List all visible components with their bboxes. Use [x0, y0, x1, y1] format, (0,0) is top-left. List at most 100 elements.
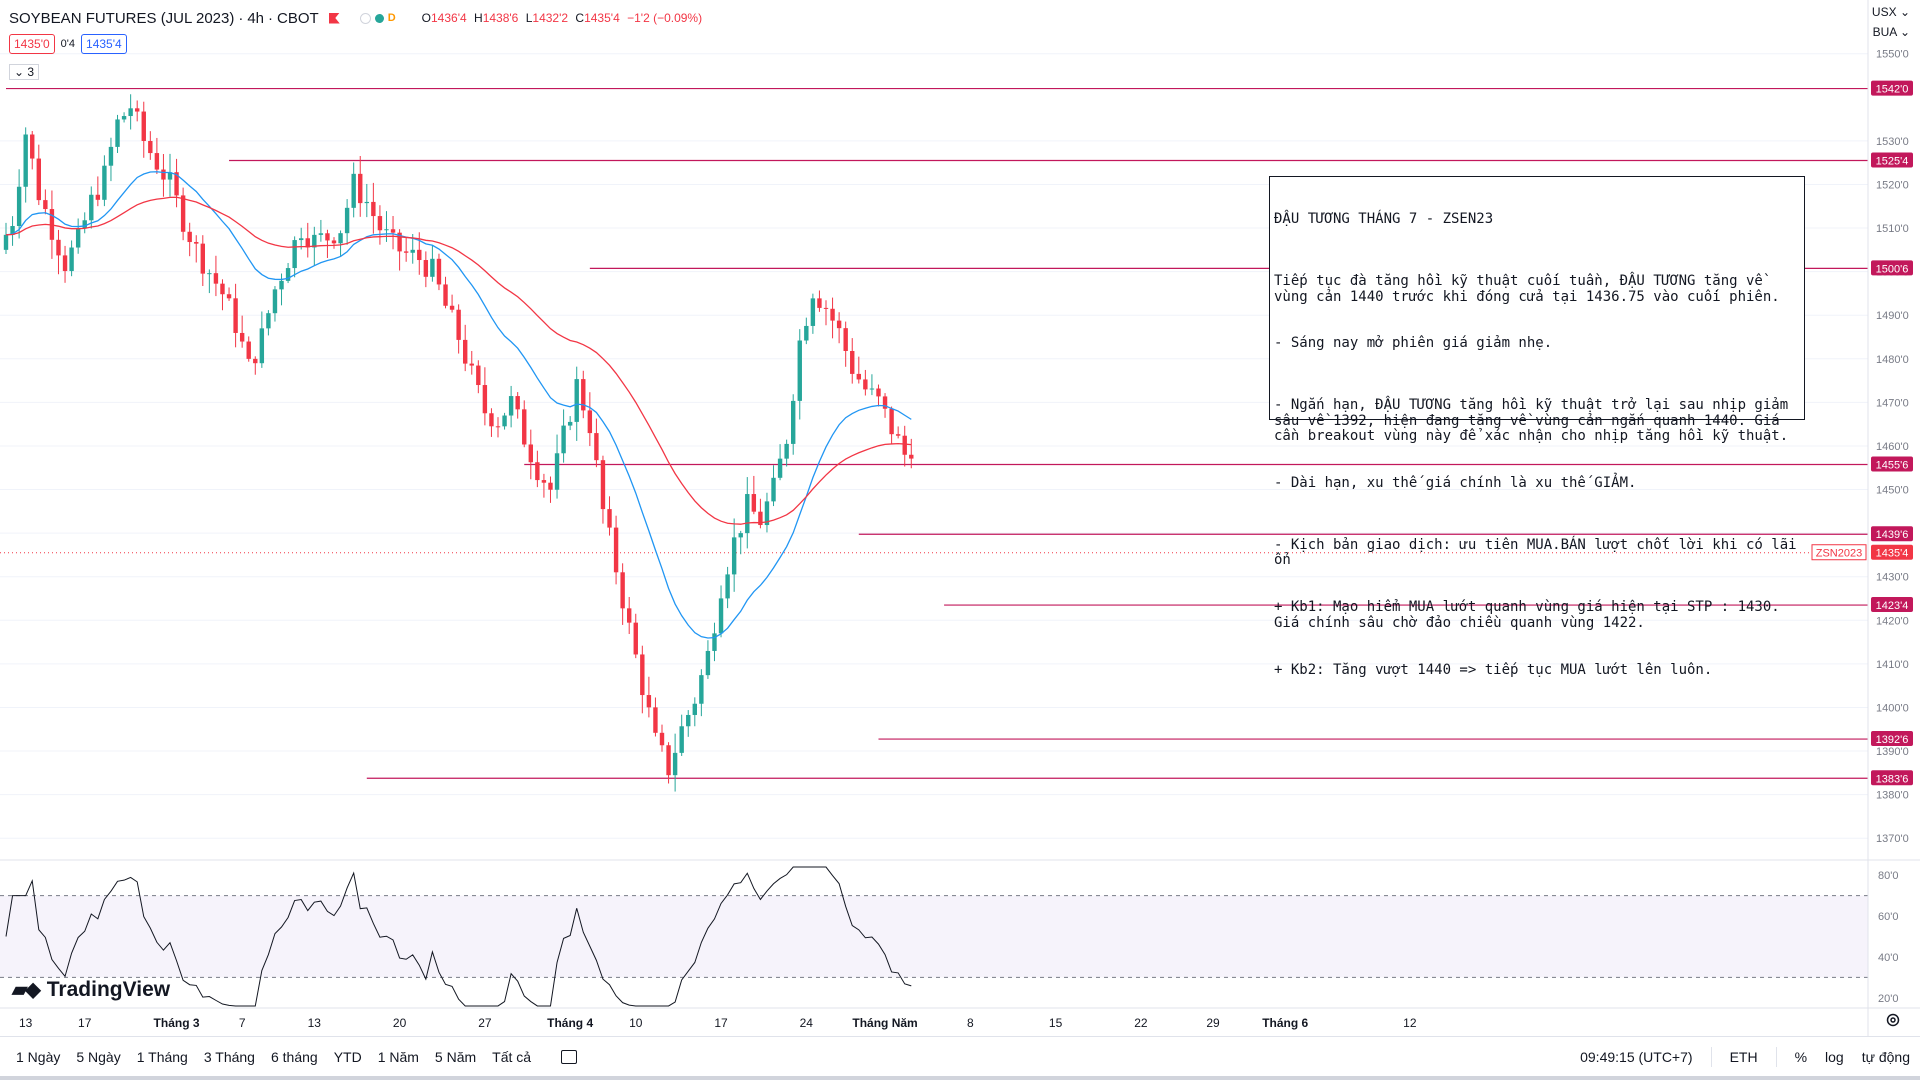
candle-body — [220, 283, 225, 295]
symbol-name[interactable]: SOYBEAN FUTURES (JUL 2023) — [9, 9, 235, 27]
auto-toggle[interactable]: tự động — [1861, 1049, 1910, 1065]
candle-body — [397, 232, 402, 252]
candle-body — [889, 408, 894, 435]
candle-body — [672, 752, 678, 776]
note-paragraph: Tiếp tục đà tăng hồi kỹ thuật cuối tuần,… — [1274, 272, 1780, 305]
level-price-label: 1525'4 — [1876, 155, 1909, 167]
level-price-label: 1383'6 — [1876, 773, 1909, 785]
candle-body — [194, 242, 199, 244]
session-toggle[interactable]: ETH — [1729, 1049, 1758, 1065]
time-tick-label: 20 — [393, 1016, 407, 1030]
candle-body — [108, 146, 114, 166]
candle-body — [718, 598, 724, 634]
candle-body — [863, 379, 868, 390]
candle-body — [226, 294, 232, 299]
level-price-label: 1392'6 — [1876, 734, 1909, 746]
range-1y[interactable]: 1 Năm — [377, 1049, 419, 1065]
candle-body — [502, 415, 507, 427]
symbol-tag — [1811, 544, 1867, 561]
candle-body — [456, 309, 461, 340]
range-5y[interactable]: 5 Năm — [434, 1049, 477, 1065]
candles — [3, 94, 914, 792]
range-1m[interactable]: 1 Tháng — [136, 1049, 188, 1065]
note-paragraph: + Kb1: Mạo hiểm MUA lướt quanh vùng giá … — [1274, 599, 1789, 631]
tradingview-logo[interactable]: ▰◆ TradingView — [12, 977, 171, 1002]
interval-label[interactable]: 4h — [247, 9, 265, 27]
candle-body — [600, 460, 606, 510]
time-tick-label: 7 — [239, 1016, 246, 1030]
toolbar-right: 09:49:15 (UTC+7) ETH % log tự động — [1580, 1047, 1910, 1067]
market-status[interactable]: D — [359, 12, 396, 24]
time-tick-label: 13 — [19, 1016, 33, 1030]
candle-body — [430, 258, 435, 277]
price-tick-label: 1430'0 — [1876, 572, 1909, 584]
log-toggle[interactable]: log — [1825, 1049, 1844, 1065]
candle-body — [607, 509, 612, 528]
currency-button[interactable]: USX ⌄ — [1871, 5, 1910, 19]
candle-body — [476, 365, 481, 386]
flag-icon[interactable] — [328, 12, 340, 24]
time-tick-label: 24 — [800, 1016, 814, 1030]
candle-body — [463, 339, 468, 364]
candle-body — [312, 234, 317, 248]
price-tick-label: 1390'0 — [1876, 746, 1909, 758]
range-6m[interactable]: 6 tháng — [270, 1049, 318, 1065]
candle-body — [810, 298, 816, 326]
candle-body — [594, 433, 599, 461]
candle-body — [712, 633, 717, 651]
ema-fast-line — [5, 171, 912, 639]
candle-body — [384, 229, 389, 231]
range-1d[interactable]: 1 Ngày — [16, 1049, 61, 1065]
level-price-label: 1500'6 — [1876, 263, 1909, 275]
level-price-tag — [1871, 597, 1913, 613]
exchange-label: CBOT — [277, 9, 319, 27]
candle-body — [423, 260, 429, 277]
range-5d[interactable]: 5 Ngày — [76, 1049, 121, 1065]
candle-body — [633, 622, 638, 655]
candle-body — [830, 308, 835, 321]
candle-body — [522, 409, 527, 445]
candle-body — [167, 172, 173, 180]
price-tick-label: 1510'0 — [1876, 223, 1909, 235]
last-price-label: 1435'4 — [1876, 548, 1909, 560]
candle-body — [148, 140, 153, 154]
candle-body — [653, 707, 658, 733]
time-tick-label: 17 — [78, 1016, 92, 1030]
candle-body — [797, 340, 802, 401]
candle-body — [403, 251, 409, 253]
note-paragraph: + Kb2: Tăng vượt 1440 => tiếp tục MUA lư… — [1274, 661, 1713, 678]
candle-body — [23, 134, 28, 187]
note-paragraph: - Ngắn hạn, ĐẬU TƯƠNG tăng hồi kỹ thuật … — [1274, 397, 1797, 445]
unit-button[interactable]: BUA ⌄ — [1872, 25, 1910, 39]
price-tick-label: 1480'0 — [1876, 354, 1909, 366]
range-3m[interactable]: 3 Tháng — [203, 1049, 255, 1065]
candle-body — [784, 443, 789, 459]
sell-button[interactable]: 1435'0 — [9, 34, 55, 54]
candle-body — [738, 533, 743, 538]
time-tick-label: 22 — [1134, 1016, 1148, 1030]
candle-body — [174, 172, 179, 196]
percent-toggle[interactable]: % — [1794, 1049, 1808, 1065]
rsi-band — [0, 859, 1920, 978]
candle-body — [725, 574, 730, 599]
clock[interactable]: 09:49:15 (UTC+7) — [1580, 1049, 1693, 1065]
price-tick-label: 1490'0 — [1876, 310, 1909, 322]
note-title: ĐẬU TƯƠNG THÁNG 7 - ZSEN23 — [1274, 211, 1494, 228]
calendar-icon[interactable] — [561, 1050, 578, 1064]
gear-icon[interactable] — [1885, 1012, 1901, 1028]
indicator-collapse-button[interactable]: ⌄ 3 — [9, 64, 40, 80]
candle-body — [371, 201, 376, 217]
analysis-note[interactable]: ĐẬU TƯƠNG THÁNG 7 - ZSEN23 Tiếp tục đà t… — [1269, 176, 1805, 677]
range-all[interactable]: Tất cả — [492, 1049, 532, 1065]
candle-body — [469, 363, 474, 366]
spread-value: 0'4 — [60, 38, 76, 50]
candle-body — [299, 238, 304, 241]
bid-ask: 1435'0 0'4 1435'4 — [9, 34, 127, 54]
buy-button[interactable]: 1435'4 — [81, 34, 127, 54]
candle-body — [679, 726, 684, 753]
range-ytd[interactable]: YTD — [333, 1049, 362, 1065]
candle-body — [515, 396, 520, 410]
candle-body — [358, 173, 363, 204]
candle-body — [344, 207, 350, 234]
